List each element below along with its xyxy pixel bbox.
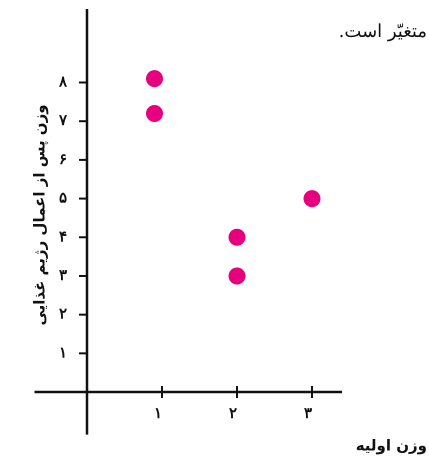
point	[228, 228, 246, 246]
point	[146, 70, 163, 88]
point	[303, 190, 321, 208]
y-tick-label: ۲	[59, 305, 67, 323]
x-tick-label: ۱	[154, 404, 162, 422]
x-tick-label: ۳	[304, 404, 312, 422]
x-axis-label: وزن اولیه	[356, 437, 427, 455]
y-tick-label: ۴	[59, 227, 67, 245]
y-tick-label: ۱	[59, 343, 67, 361]
point	[146, 104, 163, 122]
annotation: متغیّر است.	[339, 21, 427, 42]
y-tick-label: ۵	[59, 189, 67, 207]
x-tick-label: ۲	[229, 404, 237, 422]
point	[228, 267, 246, 285]
y-tick-label: ۳	[59, 266, 67, 284]
y-tick-label: ۷	[58, 111, 68, 129]
y-tick-label: ۸	[58, 73, 68, 91]
y-tick-label: ۶	[59, 150, 67, 168]
y-axis-label: وزن پس از اعمال رژیم غذایی	[31, 104, 50, 325]
